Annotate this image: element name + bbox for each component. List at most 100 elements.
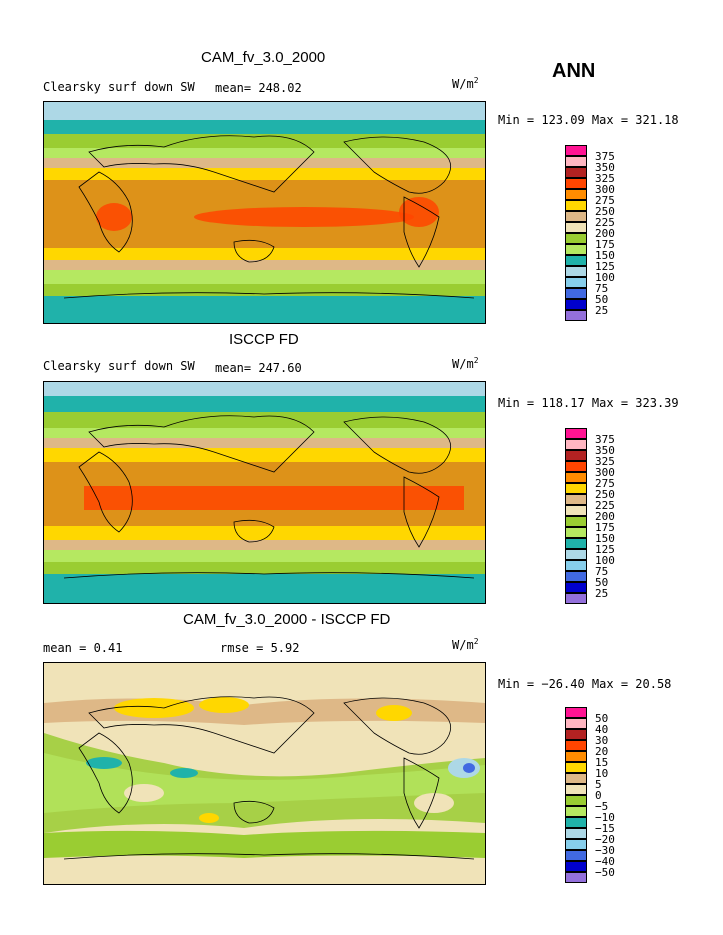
legend3-swatch (565, 850, 587, 861)
panel2-map-svg (44, 382, 485, 603)
legend2-label: 325 (595, 455, 615, 468)
panel3-title: CAM_fv_3.0_2000 - ISCCP FD (183, 611, 391, 628)
panel3-map-svg (44, 663, 485, 884)
legend2-label: 50 (595, 576, 609, 589)
legend3-swatch (565, 872, 587, 883)
legend2-label: 275 (595, 477, 615, 490)
legend1-swatch (565, 200, 587, 211)
panel1-legend: 375 350 325 300 275 250 225 200 175 150 … (565, 145, 625, 321)
legend3-swatch (565, 718, 587, 729)
legend2-label: 75 (595, 565, 609, 578)
legend2-label: 250 (595, 488, 615, 501)
legend1-swatch (565, 156, 587, 167)
legend1-label: 325 (595, 172, 615, 185)
legend2-swatch (565, 483, 587, 494)
panel2-map (43, 381, 486, 604)
panel1-map-svg (44, 102, 485, 323)
legend3-label: 40 (595, 723, 609, 736)
legend1-label: 25 (595, 304, 609, 317)
legend3-label: −10 (595, 811, 615, 824)
legend3-label: 50 (595, 712, 609, 725)
panel1-minmax: Min = 123.09 Max = 321.18 (498, 113, 679, 127)
panel2-units: W/m2 (452, 356, 479, 371)
legend3-swatch (565, 806, 587, 817)
legend1-swatch (565, 299, 587, 310)
legend1-swatch (565, 255, 587, 266)
legend2-swatch (565, 560, 587, 571)
panel2-minmax: Min = 118.17 Max = 323.39 (498, 396, 679, 410)
legend1-swatch (565, 266, 587, 277)
legend3-label: −20 (595, 833, 615, 846)
legend3-swatch (565, 784, 587, 795)
legend2-swatch (565, 593, 587, 604)
legend3-label: −50 (595, 866, 615, 879)
legend2-label: 175 (595, 521, 615, 534)
legend2-label: 25 (595, 587, 609, 600)
legend3-swatch (565, 861, 587, 872)
legend3-swatch (565, 707, 587, 718)
legend1-label: 50 (595, 293, 609, 306)
legend2-label: 200 (595, 510, 615, 523)
legend2-swatch (565, 428, 587, 439)
panel3-mean: mean = 0.41 (43, 641, 123, 655)
panel3-minmax: Min = −26.40 Max = 20.58 (498, 677, 672, 691)
panel2-title: ISCCP FD (229, 331, 299, 348)
legend2-swatch (565, 450, 587, 461)
legend2-swatch (565, 505, 587, 516)
legend3-swatch (565, 762, 587, 773)
legend1-label: 225 (595, 216, 615, 229)
panel1-mean: mean= 248.02 (215, 81, 302, 95)
legend1-label: 250 (595, 205, 615, 218)
panel2-mean: mean= 247.60 (215, 361, 302, 375)
legend3-swatch (565, 729, 587, 740)
legend1-swatch (565, 233, 587, 244)
legend1-swatch (565, 310, 587, 321)
legend2-swatch (565, 461, 587, 472)
legend1-label: 300 (595, 183, 615, 196)
legend3-label: 5 (595, 778, 602, 791)
panel1-units: W/m2 (452, 76, 479, 91)
legend3-swatch (565, 773, 587, 784)
legend1-label: 275 (595, 194, 615, 207)
legend1-swatch (565, 222, 587, 233)
panel3-legend: 50 40 30 20 15 10 5 0 −5 −10 −15 −20 −30… (565, 707, 625, 883)
legend3-swatch (565, 828, 587, 839)
legend2-label: 225 (595, 499, 615, 512)
legend3-swatch (565, 839, 587, 850)
legend3-label: 30 (595, 734, 609, 747)
legend1-label: 100 (595, 271, 615, 284)
legend1-label: 125 (595, 260, 615, 273)
legend1-swatch (565, 178, 587, 189)
panel1-variable: Clearsky surf down SW (43, 80, 195, 94)
legend1-swatch (565, 167, 587, 178)
legend2-swatch (565, 549, 587, 560)
legend3-label: −15 (595, 822, 615, 835)
legend2-swatch (565, 516, 587, 527)
legend2-swatch (565, 538, 587, 549)
panel3-rmse: rmse = 5.92 (220, 641, 300, 655)
legend1-label: 375 (595, 150, 615, 163)
legend2-label: 350 (595, 444, 615, 457)
legend3-label: −5 (595, 800, 609, 813)
legend2-swatch (565, 472, 587, 483)
panel3-units: W/m2 (452, 637, 479, 652)
legend1-label: 150 (595, 249, 615, 262)
legend3-swatch (565, 795, 587, 806)
legend2-swatch (565, 494, 587, 505)
legend1-swatch (565, 211, 587, 222)
legend3-label: −30 (595, 844, 615, 857)
legend3-label: 0 (595, 789, 602, 802)
legend1-label: 75 (595, 282, 609, 295)
legend2-label: 150 (595, 532, 615, 545)
legend1-swatch (565, 288, 587, 299)
legend1-swatch (565, 145, 587, 156)
legend1-label: 175 (595, 238, 615, 251)
legend1-label: 200 (595, 227, 615, 240)
legend2-swatch (565, 439, 587, 450)
panel2-variable: Clearsky surf down SW (43, 359, 195, 373)
legend3-swatch (565, 740, 587, 751)
legend2-swatch (565, 527, 587, 538)
season-label: ANN (552, 60, 596, 82)
legend1-swatch (565, 277, 587, 288)
legend2-swatch (565, 571, 587, 582)
